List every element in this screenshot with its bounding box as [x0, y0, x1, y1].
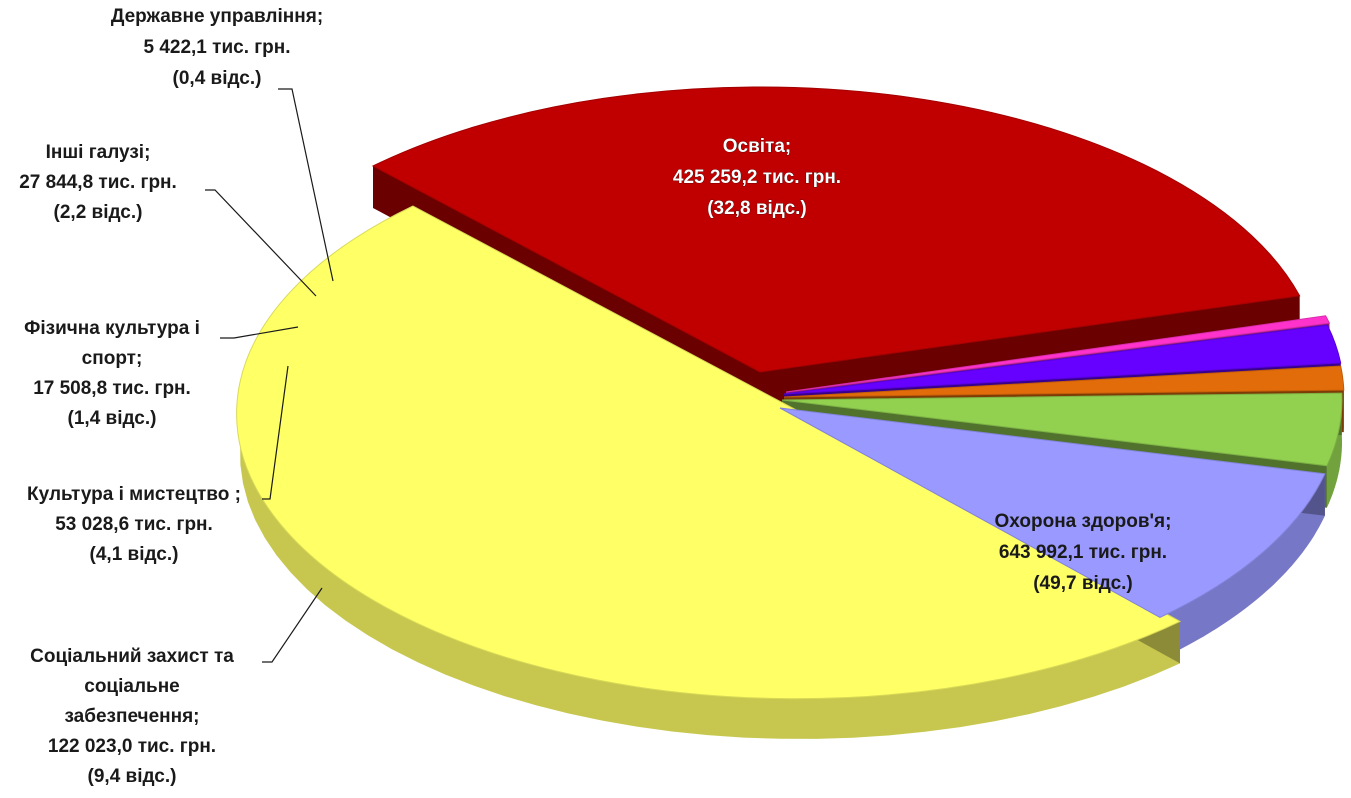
- data-label-osvita: Освіта; 425 259,2 тис. грн. (32,8 відс.): [673, 136, 841, 219]
- leader-line-derzhavne: [278, 88, 334, 282]
- data-label-line: (2,2 відс.): [54, 202, 143, 223]
- data-label-line: Охорона здоров'я;: [995, 511, 1172, 532]
- data-label-line: (0,4 відс.): [173, 68, 262, 89]
- data-label-line: (4,1 відс.): [90, 544, 179, 565]
- data-label-line: Соціальний захист та: [30, 646, 234, 667]
- data-label-line: (32,8 відс.): [707, 198, 807, 219]
- data-label-fizychna: Фізична культура і спорт; 17 508,8 тис. гр…: [24, 318, 200, 429]
- slice-side-sotsialnyi: [1160, 473, 1325, 660]
- pie-slices: [236, 86, 1345, 739]
- slice-kultura: [781, 392, 1343, 467]
- slice-derzhavne: [785, 315, 1331, 393]
- data-label-line: Освіта;: [723, 136, 792, 157]
- data-label-line: 27 844,8 тис. грн.: [19, 172, 177, 193]
- data-label-line: Фізична культура і: [24, 318, 200, 339]
- data-label-line: (1,4 відс.): [68, 408, 157, 429]
- data-label-line: Інші галузі;: [46, 142, 151, 163]
- slice-osvita: [371, 86, 1301, 373]
- data-label-line: 17 508,8 тис. грн.: [33, 378, 191, 399]
- data-label-line: (49,7 відс.): [1033, 573, 1133, 594]
- slice-inshi: [783, 324, 1342, 395]
- data-label-derzhavne: Державне управління; 5 422,1 тис. грн. (0,…: [111, 6, 323, 89]
- data-label-line: 53 028,6 тис. грн.: [55, 514, 213, 535]
- slice-side-kultura: [1326, 393, 1342, 508]
- leader-line-kultura: [262, 365, 289, 500]
- data-label-inshi: Інші галузі; 27 844,8 тис. грн. (2,2 відс.…: [19, 142, 177, 223]
- leader-line-fizychna: [220, 326, 299, 339]
- data-label-kultura: Культура і мистецтво ; 53 028,6 тис. грн.…: [27, 484, 241, 565]
- slice-sotsialnyi: [779, 407, 1326, 618]
- data-label-okhorona: Охорона здоров'я; 643 992,1 тис. грн. (49,…: [995, 511, 1172, 594]
- data-label-line: 425 259,2 тис. грн.: [673, 167, 841, 188]
- data-label-line: 122 023,0 тис. грн.: [48, 736, 216, 757]
- leader-lines: [205, 88, 334, 663]
- data-label-line: забезпечення;: [64, 706, 199, 727]
- data-label-line: (9,4 відс.): [88, 766, 177, 787]
- data-label-line: соціальне: [84, 676, 180, 697]
- data-label-sotsialnyi: Соціальний захист та соціальне забезпеченн…: [30, 646, 234, 787]
- slice-fizychna: [783, 365, 1345, 398]
- slice-okhorona: [236, 205, 1182, 700]
- data-label-line: Державне управління;: [111, 6, 323, 27]
- data-label-line: 643 992,1 тис. грн.: [999, 542, 1167, 563]
- slice-labels: Освіта; 425 259,2 тис. грн. (32,8 відс.) Ох…: [19, 6, 1171, 787]
- data-label-line: 5 422,1 тис. грн.: [143, 37, 290, 58]
- leader-line-sotsialnyi: [262, 587, 323, 663]
- data-label-line: спорт;: [82, 348, 143, 369]
- data-label-line: Культура і мистецтво ;: [27, 484, 241, 505]
- leader-line-inshi: [205, 189, 317, 297]
